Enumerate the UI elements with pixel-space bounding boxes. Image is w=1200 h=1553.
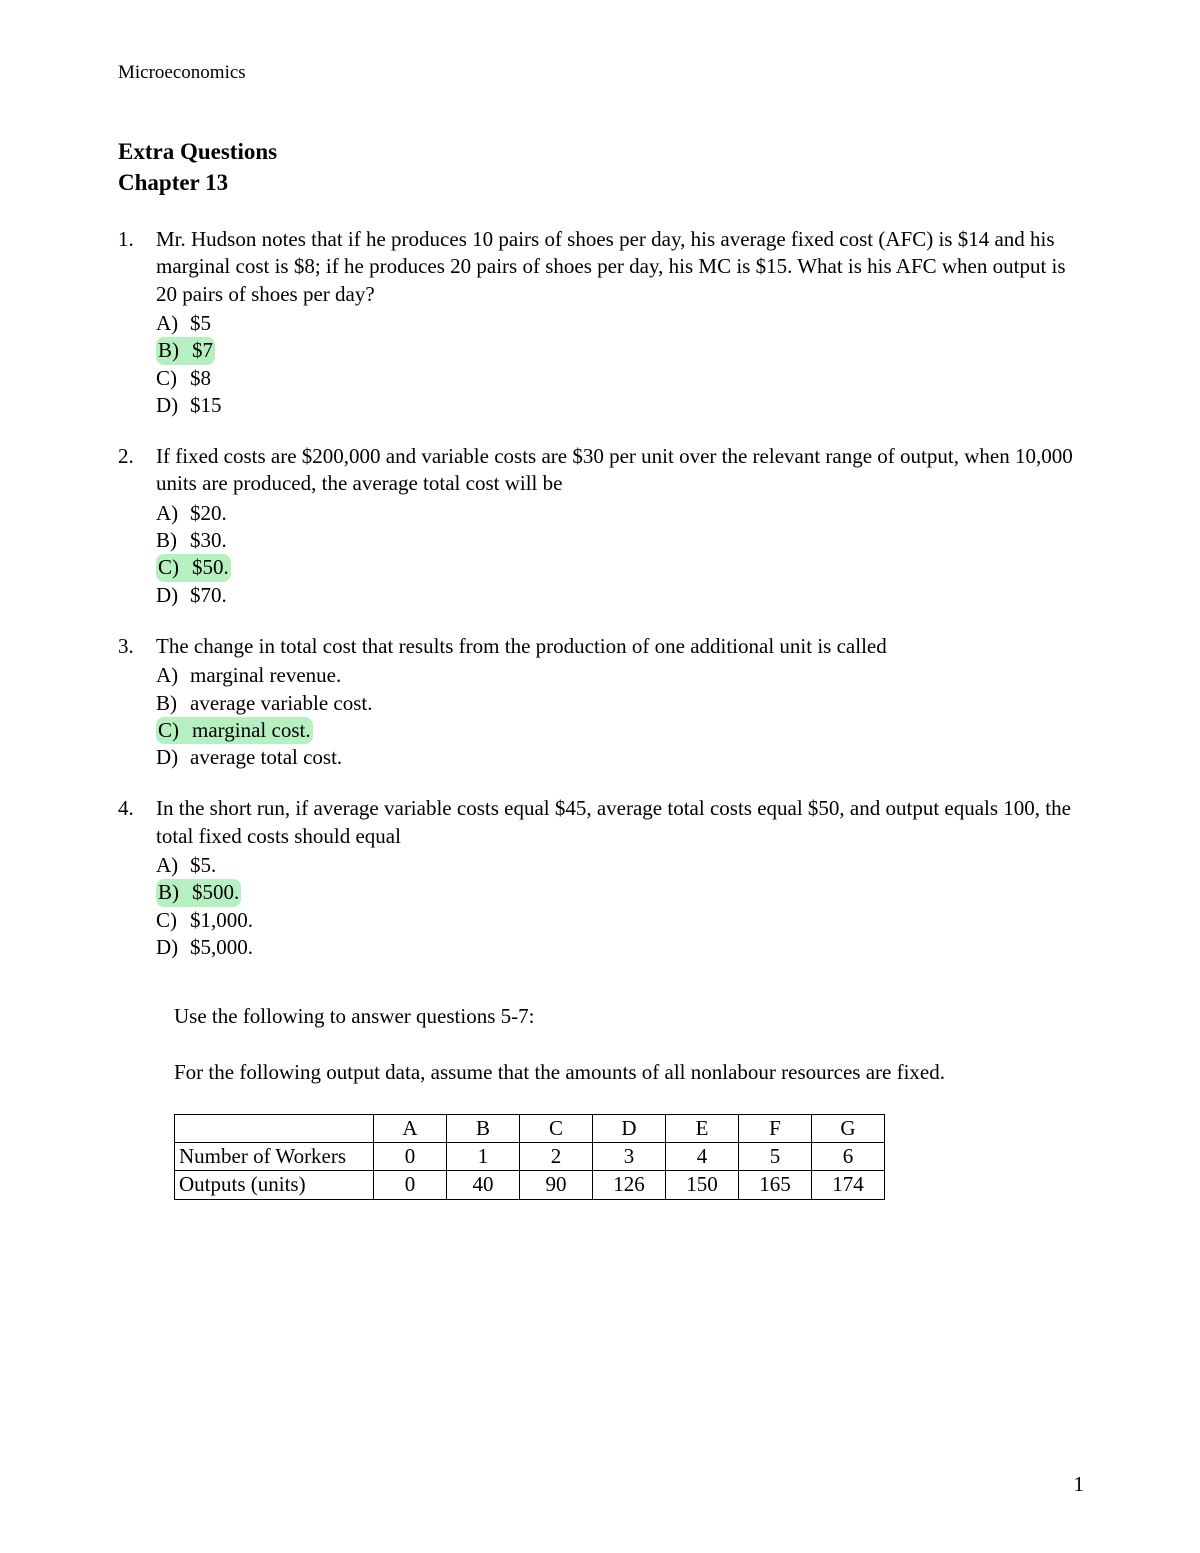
choice: A)$5 [156,310,1090,337]
choice-letter: C) [156,907,190,934]
choice: D)average total cost. [156,744,1090,771]
choice-letter: C) [158,717,192,744]
choice-text: average total cost. [190,744,342,771]
table-cell: 5 [739,1143,812,1171]
choice-letter: B) [158,337,192,364]
choice-text: $15 [190,392,222,419]
table-cell: 3 [593,1143,666,1171]
choice: C)marginal cost. [156,717,1090,744]
choice-letter: A) [156,662,190,689]
table-cell: 0 [374,1171,447,1199]
choice-text: $50. [192,554,229,581]
choice: B)average variable cost. [156,690,1090,717]
question-stem: In the short run, if average variable co… [156,795,1090,850]
table-cell: 90 [520,1171,593,1199]
page-number: 1 [1074,1472,1085,1497]
choice-letter: A) [156,852,190,879]
page-title: Extra Questions Chapter 13 [118,136,1090,198]
choice-text: $5,000. [190,934,253,961]
table-cell: 165 [739,1171,812,1199]
choice-text: $30. [190,527,227,554]
highlighted-choice: C)$50. [156,554,231,581]
table-row-header: Number of Workers [175,1143,374,1171]
choice-letter: A) [156,500,190,527]
choice: D)$15 [156,392,1090,419]
highlighted-choice: B)$500. [156,879,241,906]
question-number: 1. [118,226,156,419]
choice-text: $7 [192,337,213,364]
choice-letter: D) [156,582,190,609]
table-col-header: A [374,1114,447,1142]
choice-letter: D) [156,392,190,419]
choice-text: marginal cost. [192,717,311,744]
choice-text: $70. [190,582,227,609]
choice-letter: B) [156,690,190,717]
table-col-header: F [739,1114,812,1142]
table-cell: 126 [593,1171,666,1199]
choice: B)$500. [156,879,1090,906]
choice-text: marginal revenue. [190,662,341,689]
choice: A)marginal revenue. [156,662,1090,689]
choice-text: $20. [190,500,227,527]
table-cell: 150 [666,1171,739,1199]
question: 3.The change in total cost that results … [118,633,1090,771]
question-stem: The change in total cost that results fr… [156,633,1090,660]
choice-letter: C) [156,365,190,392]
choice: B)$30. [156,527,1090,554]
question: 4.In the short run, if average variable … [118,795,1090,961]
table-cell: 6 [812,1143,885,1171]
table-col-header: C [520,1114,593,1142]
highlighted-choice: B)$7 [156,337,215,364]
title-line-2: Chapter 13 [118,167,1090,198]
data-table: ABCDEFG Number of Workers0123456 Outputs (… [174,1114,885,1200]
table-cell: 2 [520,1143,593,1171]
choice-letter: B) [158,879,192,906]
choice: A)$5. [156,852,1090,879]
choice: C)$8 [156,365,1090,392]
table-cell: 4 [666,1143,739,1171]
choice-letter: D) [156,934,190,961]
table-cell: 174 [812,1171,885,1199]
choice-text: $8 [190,365,211,392]
table-cell: 40 [447,1171,520,1199]
choice-text: $500. [192,879,239,906]
choice-text: $5 [190,310,211,337]
question-number: 3. [118,633,156,771]
choice: D)$5,000. [156,934,1090,961]
choice: B)$7 [156,337,1090,364]
choice: A)$20. [156,500,1090,527]
question: 2.If fixed costs are $200,000 and variab… [118,443,1090,609]
question-number: 2. [118,443,156,609]
table-row-header: Outputs (units) [175,1171,374,1199]
highlighted-choice: C)marginal cost. [156,717,313,744]
choice-letter: D) [156,744,190,771]
question-stem: If fixed costs are $200,000 and variable… [156,443,1090,498]
table-col-header: B [447,1114,520,1142]
question: 1.Mr. Hudson notes that if he produces 1… [118,226,1090,419]
instruction-line-1: Use the following to answer questions 5-… [174,1003,1090,1030]
table-col-header: D [593,1114,666,1142]
table-col-header: E [666,1114,739,1142]
question-number: 4. [118,795,156,961]
choice-text: $5. [190,852,216,879]
choice-letter: B) [156,527,190,554]
choice-letter: A) [156,310,190,337]
table-cell: 0 [374,1143,447,1171]
table-cell: 1 [447,1143,520,1171]
choice: C)$1,000. [156,907,1090,934]
instruction-line-2: For the following output data, assume th… [174,1059,1090,1086]
choice: C)$50. [156,554,1090,581]
table-corner [175,1114,374,1142]
title-line-1: Extra Questions [118,136,1090,167]
choice-text: average variable cost. [190,690,372,717]
question-stem: Mr. Hudson notes that if he produces 10 … [156,226,1090,308]
choice: D)$70. [156,582,1090,609]
table-col-header: G [812,1114,885,1142]
course-header: Microeconomics [118,62,1090,84]
choice-letter: C) [158,554,192,581]
choice-text: $1,000. [190,907,253,934]
